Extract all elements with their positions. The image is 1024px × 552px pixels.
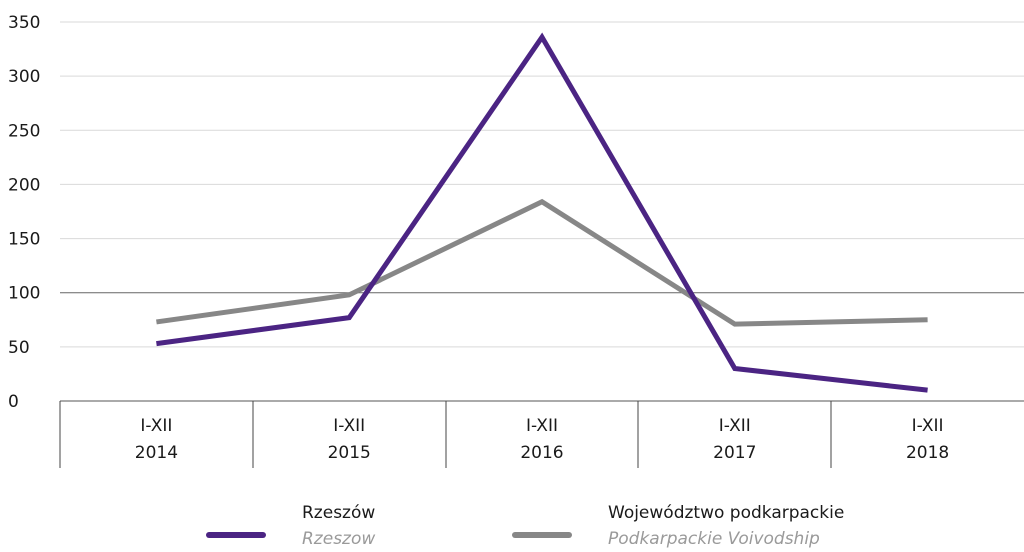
grid-lines [60,21,1024,348]
y-tick-label: 50 [8,338,30,358]
x-tick-label: I-XII [140,416,172,436]
legend-item-voivodship: Województwo podkarpackie Podkarpackie Vo… [512,500,844,552]
y-tick-label: 200 [8,175,40,195]
legend-swatch-rzeszow [206,532,266,538]
legend-label: Rzeszów [302,503,376,523]
legend-label-en: Podkarpackie Voivodship [608,529,820,549]
x-tick-label: I-XII [333,416,365,436]
legend-text-voivodship: Województwo podkarpackie Podkarpackie Vo… [608,500,844,552]
x-tick-label: 2018 [906,443,949,463]
y-tick-label: 0 [8,392,19,412]
x-tick-label: I-XII [526,416,558,436]
x-tick-label: I-XII [912,416,944,436]
legend-label-en: Rzeszow [302,529,376,549]
x-tick-label: I-XII [719,416,751,436]
series-lines [156,32,928,393]
series-line-voivodship [156,198,928,327]
x-axis: I-XII 2014 I-XII 2015 I-XII 2016 I-XII 2017 I-XI… [59,400,1024,468]
legend-swatch-voivodship [512,532,572,538]
legend-text-rzeszow: Rzeszów Rzeszow [302,500,375,552]
series-line-rzeszow [156,32,928,393]
y-tick-label: 150 [8,230,40,250]
legend-item-rzeszow: Rzeszów Rzeszow [206,500,375,552]
x-tick-label: 2015 [328,443,371,463]
x-tick-label: 2016 [520,443,563,463]
legend-label: Województwo podkarpackie [608,503,845,523]
y-tick-label: 350 [8,13,40,33]
y-tick-label: 250 [8,121,40,141]
x-tick-label: 2017 [713,443,756,463]
y-axis-tick-labels: 0 50 100 150 200 250 300 350 [8,13,40,412]
y-tick-label: 100 [8,284,40,304]
x-tick-label: 2014 [135,443,178,463]
line-chart: 0 50 100 150 200 250 300 350 I-XII 2014 I-XII 2015… [8,13,1024,468]
y-tick-label: 300 [8,67,40,87]
